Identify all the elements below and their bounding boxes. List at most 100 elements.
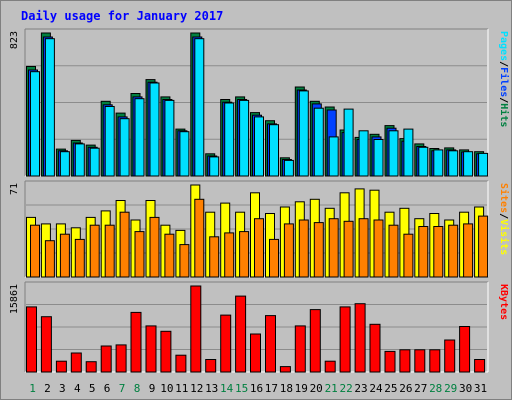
bar-pages-day-9 [149, 82, 160, 177]
x-tick-label: 31 [474, 382, 487, 395]
side-series-labels: Pages/Files/Hits [498, 31, 510, 127]
bar-kbytes-day-14 [220, 314, 232, 373]
bar-kbytes-day-17 [265, 315, 276, 373]
bar-sites-day-12 [194, 198, 205, 278]
bar-pages-day-20 [313, 107, 324, 177]
bar-kbytes-day-26 [399, 349, 411, 373]
bar-kbytes-day-6 [100, 345, 112, 373]
x-tick-label: 23 [354, 382, 367, 395]
bar-sites-day-9 [149, 216, 160, 278]
bar-sites-day-3 [59, 233, 70, 278]
x-axis-labels: 1 2 3 4 5 6 7 8 9 10 11 12 13 14 15 16 17 18 19 20 21 22 23 24 2… [29, 382, 487, 395]
bar-pages-day-14 [224, 102, 235, 177]
axis-max-label: 15861 [9, 284, 20, 314]
x-tick-label: 26 [399, 382, 412, 395]
bar-pages-day-28 [433, 149, 444, 177]
x-tick-label: 20 [310, 382, 323, 395]
bar-pages-day-5 [89, 147, 100, 177]
bar-kbytes-day-9 [145, 325, 157, 373]
bar-kbytes-day-24 [369, 323, 381, 373]
bar-sites-day-14 [224, 232, 235, 278]
bar-kbytes-day-21 [324, 360, 336, 373]
x-tick-label: 29 [444, 382, 457, 395]
bar-sites-day-21 [328, 218, 339, 278]
bar-pages-day-22 [343, 108, 354, 177]
axis-max-label: 823 [9, 31, 20, 49]
bar-pages-day-13 [209, 156, 220, 177]
bar-pages-day-21 [328, 136, 339, 177]
bar-sites-day-5 [89, 224, 100, 278]
x-tick-label: 21 [325, 382, 338, 395]
bar-sites-day-24 [373, 219, 384, 278]
bar-pages-day-23 [358, 130, 369, 177]
bar-sites-day-18 [283, 223, 294, 278]
bar-sites-day-1 [30, 224, 40, 278]
bar-kbytes-day-3 [55, 360, 67, 373]
bar-sites-day-26 [403, 233, 414, 278]
x-tick-label: 19 [295, 382, 308, 395]
bar-pages-day-6 [104, 106, 115, 177]
x-tick-label: 8 [134, 382, 141, 395]
panel-pages-files-hits: 823 Pages/Files/Hits [9, 28, 510, 177]
x-tick-label: 17 [265, 382, 278, 395]
bar-pages-day-8 [134, 98, 145, 177]
side-label-files: Files [498, 67, 510, 97]
label-separator: / [498, 97, 509, 103]
bar-pages-day-30 [463, 151, 474, 177]
bar-kbytes-day-11 [175, 354, 187, 373]
bar-kbytes-day-8 [130, 311, 142, 373]
bar-sites-day-6 [104, 224, 115, 278]
bar-sites-day-31 [478, 215, 489, 278]
bar-kbytes-day-31 [474, 359, 486, 373]
bar-sites-day-30 [463, 223, 474, 278]
bar-sites-day-23 [358, 218, 369, 278]
x-tick-label: 25 [384, 382, 397, 395]
bar-sites-day-4 [74, 238, 85, 278]
bar-sites-day-2 [44, 240, 55, 278]
bar-sites-day-20 [313, 222, 324, 278]
bar-kbytes-day-28 [429, 349, 441, 373]
x-tick-label: 30 [459, 382, 472, 395]
x-tick-label: 13 [205, 382, 218, 395]
axis-max-label: 71 [9, 183, 20, 195]
bar-kbytes-day-15 [235, 295, 247, 373]
bar-pages-day-25 [388, 130, 399, 177]
bar-pages-day-29 [448, 150, 459, 177]
side-label-kbytes: KBytes [498, 284, 509, 320]
chart-title: Daily usage for January 2017 [21, 9, 223, 23]
bar-pages-day-17 [269, 124, 279, 177]
bar-sites-day-27 [418, 226, 429, 278]
bar-kbytes-day-5 [85, 361, 97, 373]
bar-pages-day-3 [59, 151, 70, 177]
x-tick-label: 12 [190, 382, 203, 395]
side-label-visits: Visits [498, 219, 510, 255]
bar-pages-day-10 [164, 99, 175, 177]
bar-pages-day-2 [44, 38, 55, 177]
bar-pages-day-19 [298, 90, 309, 177]
bar-sites-day-7 [119, 211, 130, 278]
panel-visits-sites: 71 Sites/Visits [9, 180, 510, 278]
x-tick-label: 14 [220, 382, 234, 395]
x-tick-label: 7 [119, 382, 126, 395]
bar-pages-day-11 [179, 131, 190, 177]
side-label-pages: Pages [498, 31, 509, 61]
bar-kbytes-day-29 [444, 339, 456, 373]
bar-sites-day-11 [179, 244, 190, 278]
x-tick-label: 16 [250, 382, 263, 395]
bar-pages-day-31 [478, 152, 489, 177]
x-tick-label: 9 [149, 382, 156, 395]
x-tick-label: 24 [369, 382, 383, 395]
bar-kbytes-day-10 [160, 330, 172, 373]
bar-kbytes-day-23 [354, 303, 366, 373]
label-separator: / [498, 61, 509, 67]
side-series-labels: Sites/Visits [498, 183, 510, 255]
bar-kbytes-day-30 [459, 326, 471, 373]
bar-kbytes-day-2 [40, 316, 52, 373]
bar-sites-day-15 [239, 231, 250, 278]
bar-kbytes-day-27 [414, 349, 426, 373]
side-label-hits: Hits [498, 103, 510, 127]
bar-kbytes-day-1 [26, 306, 37, 373]
